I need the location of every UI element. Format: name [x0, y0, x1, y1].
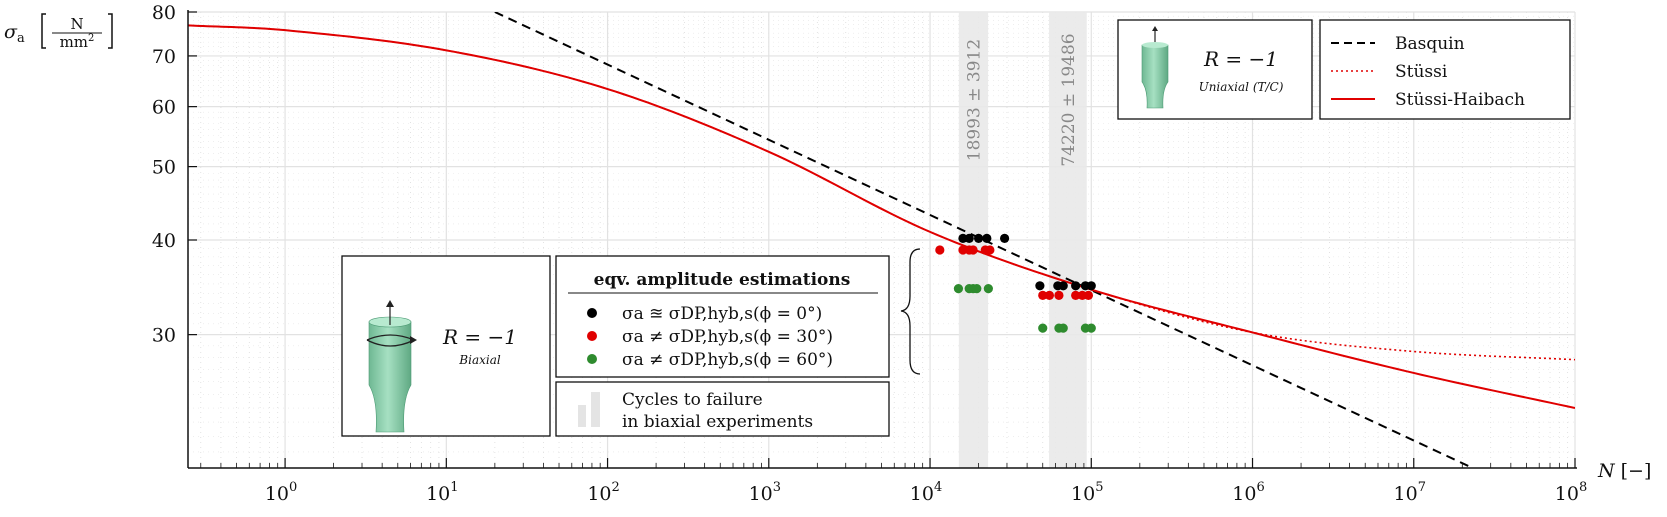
legend-stuessi-haibach-label: Stüssi-Haibach — [1395, 90, 1525, 110]
scatter-point — [964, 233, 974, 243]
x-tick-label: 108 — [1555, 480, 1587, 505]
plot-lines — [188, 12, 1575, 468]
scatter-points — [935, 233, 1096, 333]
uniaxial-r-label: R = −1 — [1203, 47, 1278, 71]
x-tick-label: 104 — [910, 480, 942, 505]
biaxial-r-label: R = −1 — [442, 325, 517, 349]
uniaxial-box: R = −1 Uniaxial (T/C) — [1117, 19, 1313, 120]
scatter-point — [1086, 323, 1096, 333]
scatter-point — [1083, 290, 1094, 300]
scatter-point — [1038, 290, 1048, 300]
uniaxial-specimen-icon — [1141, 26, 1169, 109]
cycles-legend-line1: Cycles to failure — [622, 390, 763, 410]
y-tick-label: 50 — [152, 157, 176, 179]
uniaxial-mode-label: Uniaxial (T/C) — [1199, 80, 1284, 94]
scatter-point — [999, 233, 1010, 243]
y-tick-label: 70 — [152, 46, 176, 68]
scatter-point — [982, 233, 992, 243]
biaxial-box: R = −1 Biaxial — [341, 255, 551, 437]
scatter-point — [1058, 281, 1068, 291]
estimation-legend-title: eqv. amplitude estimations — [594, 270, 851, 290]
x-tick-label: 100 — [265, 480, 297, 505]
legend-stuessi-label: Stüssi — [1395, 62, 1448, 82]
y-tick-label: 30 — [152, 325, 176, 347]
y-tick-label: 80 — [152, 2, 176, 24]
scatter-point — [972, 284, 982, 294]
scatter-point — [985, 245, 995, 255]
estimation-legend: eqv. amplitude estimations σa ≊ σDP,hyb,… — [555, 255, 890, 378]
estimation-60deg-marker — [587, 354, 597, 364]
scatter-point — [1054, 290, 1064, 300]
series-line-st-ssi-haibach — [188, 24, 1575, 410]
y-axis-unit: N mm2 — [41, 13, 113, 51]
cycles-legend: Cycles to failure in biaxial experiments — [555, 381, 890, 437]
scatter-point — [1058, 323, 1068, 333]
cycle-band-label: 18993 ± 3912 — [964, 39, 984, 161]
scatter-point — [968, 245, 978, 255]
biaxial-mode-label: Biaxial — [458, 353, 501, 367]
scatter-point — [1035, 281, 1045, 291]
cycles-legend-line2: in biaxial experiments — [622, 412, 813, 432]
line-legend: Basquin Stüssi Stüssi-Haibach — [1319, 19, 1571, 120]
biaxial-specimen-icon — [366, 300, 417, 433]
estimation-60deg-label: σa ≠ σDP,hyb,s(ϕ = 60°) — [622, 350, 833, 370]
scatter-point — [1086, 281, 1096, 291]
estimation-30deg-marker — [587, 331, 597, 341]
y-axis-label: σa — [4, 21, 25, 46]
x-tick-label: 106 — [1232, 480, 1264, 505]
scatter-point — [983, 284, 993, 294]
scatter-point — [973, 233, 984, 243]
scatter-point — [953, 284, 964, 294]
estimation-0deg-label: σa ≊ σDP,hyb,s(ϕ = 0°) — [622, 304, 822, 324]
y-tick-label: 60 — [152, 97, 176, 119]
bar-chart-icon — [578, 392, 600, 427]
scatter-point — [1071, 281, 1081, 291]
y-tick-label: 40 — [152, 230, 176, 252]
scatter-point — [1071, 290, 1081, 300]
x-axis-label: N [−] — [1597, 460, 1651, 482]
scatter-point — [935, 245, 945, 255]
series-line-basquin — [494, 12, 1476, 468]
scatter-brace — [900, 248, 921, 375]
estimation-30deg-label: σa ≠ σDP,hyb,s(ϕ = 30°) — [622, 327, 833, 347]
x-tick-label: 105 — [1071, 480, 1103, 505]
cycle-band — [1049, 12, 1087, 468]
legend-basquin-label: Basquin — [1395, 34, 1465, 54]
x-tick-label: 103 — [749, 480, 781, 505]
x-tick-label: 107 — [1394, 480, 1426, 505]
axes: 100 101 102 103 104 105 106 107 108 30 40 50 60 70 80 — [152, 2, 1587, 505]
x-tick-label: 102 — [587, 480, 619, 505]
estimation-0deg-marker — [587, 308, 597, 318]
scatter-point — [1038, 323, 1048, 333]
svg-text:N: N — [70, 15, 83, 33]
scatter-point — [1044, 290, 1055, 300]
svg-text:mm2: mm2 — [60, 33, 95, 51]
cycle-band-label: 74220 ± 19486 — [1059, 33, 1079, 166]
x-tick-label: 101 — [426, 480, 458, 505]
